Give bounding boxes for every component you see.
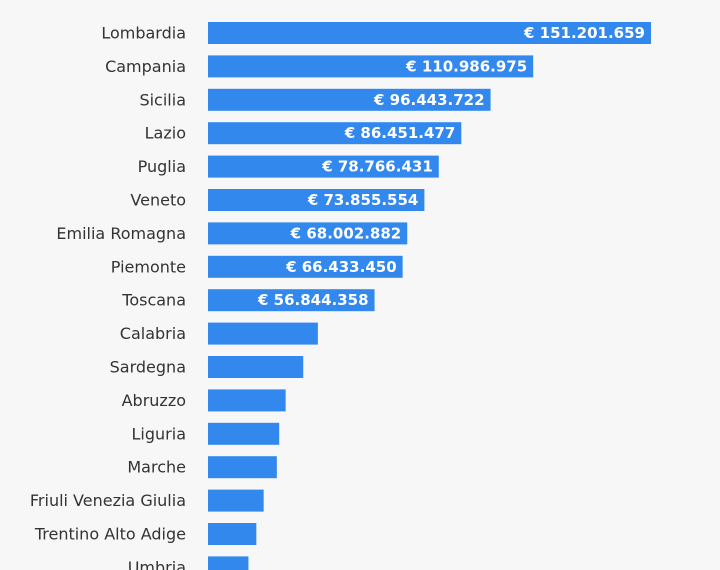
- category-labels: Lombardia Campania Sicilia Lazio Puglia Venet…: [30, 24, 186, 570]
- bar-calabria: [208, 322, 318, 345]
- value-label-sicilia: € 96.443.722: [373, 91, 485, 109]
- bar-lazio: [208, 122, 462, 145]
- value-labels: € 151.201.659 € 110.986.975 € 96.443.722 € …: [257, 24, 645, 309]
- category-label-marche: Marche: [127, 458, 186, 477]
- bar-abruzzo: [208, 389, 286, 412]
- bar-toscana: [208, 289, 375, 312]
- value-label-veneto: € 73.855.554: [307, 191, 419, 209]
- category-label-emilia-romagna: Emilia Romagna: [56, 224, 186, 243]
- category-label-trentino-alto-adige: Trentino Alto Adige: [34, 525, 186, 544]
- bar-campania: [208, 55, 534, 78]
- category-label-liguria: Liguria: [132, 424, 186, 443]
- bars: [208, 22, 651, 570]
- bar-trentino-alto-adige: [208, 523, 257, 545]
- bar-veneto: [208, 189, 425, 211]
- bar-puglia: [208, 155, 439, 178]
- category-label-abruzzo: Abruzzo: [122, 391, 186, 410]
- value-label-campania: € 110.986.975: [405, 57, 527, 75]
- category-label-puglia: Puglia: [138, 157, 186, 176]
- bar-piemonte: [208, 255, 403, 278]
- category-label-lombardia: Lombardia: [101, 24, 186, 43]
- bar-marche: [208, 456, 277, 479]
- value-label-toscana: € 56.844.358: [257, 291, 369, 309]
- category-label-veneto: Veneto: [130, 191, 186, 210]
- category-label-umbria: Umbria: [128, 558, 186, 570]
- category-label-piemonte: Piemonte: [111, 257, 186, 276]
- bar-emilia-romagna: [208, 222, 408, 245]
- category-label-sicilia: Sicilia: [139, 90, 186, 109]
- bar-sicilia: [208, 88, 491, 111]
- value-label-lombardia: € 151.201.659: [523, 24, 645, 42]
- value-label-puglia: € 78.766.431: [321, 158, 433, 176]
- bar-umbria: [208, 556, 249, 570]
- category-label-lazio: Lazio: [145, 124, 186, 143]
- category-label-calabria: Calabria: [120, 324, 186, 343]
- category-label-friuli-venezia-giulia: Friuli Venezia Giulia: [30, 491, 186, 510]
- category-label-sardegna: Sardegna: [110, 358, 186, 377]
- bar-sardegna: [208, 356, 304, 378]
- category-label-toscana: Toscana: [121, 291, 186, 310]
- value-label-lazio: € 86.451.477: [344, 124, 456, 142]
- bar-lombardia: [208, 22, 651, 44]
- bar-liguria: [208, 422, 280, 445]
- category-label-campania: Campania: [105, 57, 186, 76]
- bar-friuli-venezia-giulia: [208, 489, 264, 512]
- value-label-emilia-romagna: € 68.002.882: [290, 224, 402, 242]
- value-label-piemonte: € 66.433.450: [285, 258, 397, 276]
